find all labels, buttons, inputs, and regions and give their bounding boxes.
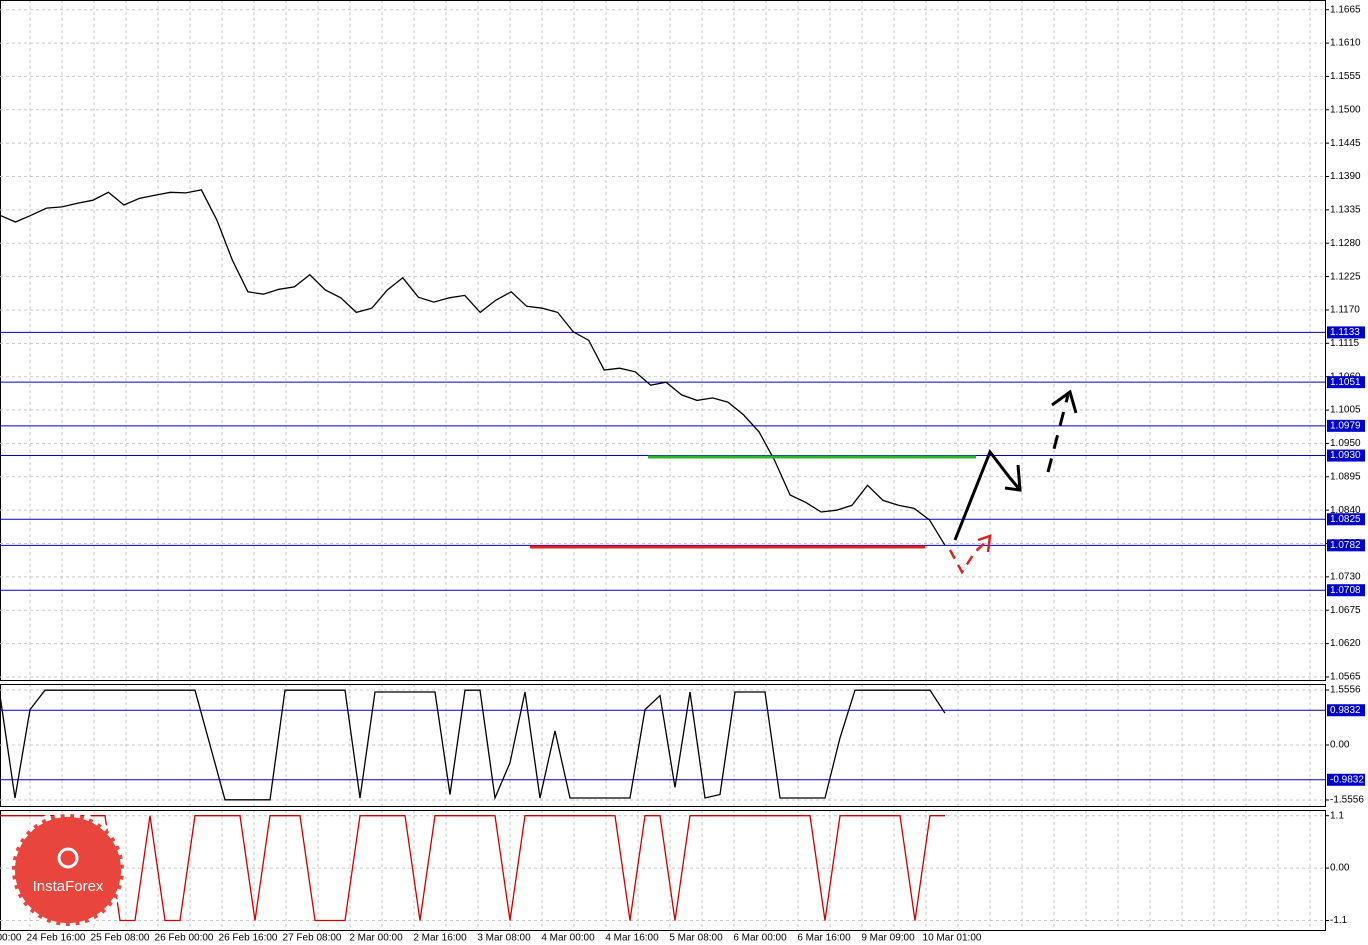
level-label-box — [1327, 584, 1365, 597]
price-line — [0, 689, 946, 801]
level-label-box — [1327, 376, 1365, 389]
panel-frame — [0, 0, 1326, 681]
level-label: 1.0782 — [1330, 540, 1361, 551]
x-tick-label: 2 Mar 00:00 — [349, 933, 403, 944]
vertical-grid — [29, 0, 1311, 930]
x-tick-label: 27 Feb 08:00 — [283, 933, 342, 944]
level-label: 1.1133 — [1330, 327, 1360, 338]
y-tick-label: 1.1 — [1330, 810, 1344, 821]
y-tick-label: 1.1390 — [1330, 171, 1361, 182]
x-tick-label: 26 Feb 00:00 — [155, 933, 214, 944]
y-tick-label: 1.1555 — [1330, 71, 1361, 82]
x-tick-label: 26 Feb 16:00 — [219, 933, 278, 944]
y-tick-label: 1.0730 — [1330, 572, 1361, 583]
y-tick-label: 1.0675 — [1330, 605, 1361, 616]
panel-frame — [0, 810, 1326, 931]
y-tick-label: -1.1 — [1330, 915, 1348, 926]
x-tick-label: 4 Mar 00:00 — [541, 933, 595, 944]
arrow-head-red — [977, 534, 992, 553]
y-tick-label: 1.5556 — [1330, 685, 1361, 696]
y-tick-label: 1.1280 — [1330, 238, 1361, 249]
level-label: 0.9832 — [1330, 705, 1361, 716]
level-label: -0.9832 — [1330, 774, 1364, 785]
price-line — [0, 815, 945, 922]
y-tick-label: 1.1610 — [1330, 38, 1361, 49]
level-label-box — [1327, 704, 1365, 717]
x-tick-label: 4 Mar 16:00 — [605, 933, 659, 944]
level-label: 1.0708 — [1330, 585, 1361, 596]
y-tick-label: 1.0950 — [1330, 438, 1361, 449]
y-tick-label: 1.1335 — [1330, 205, 1361, 216]
y-tick-label: 1.1115 — [1330, 338, 1360, 349]
level-label: 1.0930 — [1330, 450, 1361, 461]
level-label-box — [1327, 326, 1365, 339]
level-label-box — [1327, 539, 1365, 552]
dashed-arrow-head — [1051, 389, 1078, 414]
y-tick-label: 1.1225 — [1330, 271, 1361, 282]
y-tick-label: 1.0620 — [1330, 638, 1361, 649]
arrow-head — [1004, 464, 1022, 492]
y-tick-label: 0.00 — [1330, 863, 1350, 874]
y-tick-label: 1.0840 — [1330, 505, 1361, 516]
x-tick-label: 25 Feb 08:00 — [91, 933, 150, 944]
logo-badge-inner — [18, 820, 118, 920]
x-tick-label: 6 Mar 00:00 — [733, 933, 787, 944]
dashed-arrow — [1046, 394, 1070, 473]
y-tick-label: 1.0565 — [1330, 672, 1361, 683]
y-tick-label: 1.1445 — [1330, 138, 1361, 149]
x-tick-label: 24 Feb 00:00 — [0, 933, 22, 944]
logo-text: InstaForex — [33, 878, 104, 895]
price-line — [0, 189, 946, 546]
x-tick-label: 2 Mar 16:00 — [413, 933, 467, 944]
y-tick-label: 1.1500 — [1330, 104, 1361, 115]
level-label-box — [1327, 449, 1365, 462]
y-tick-label: 1.1170 — [1330, 305, 1360, 316]
y-tick-label: 1.0895 — [1330, 471, 1361, 482]
level-label: 1.0825 — [1330, 514, 1361, 525]
logo-icon — [57, 847, 79, 869]
level-label-box — [1327, 773, 1365, 786]
level-label: 1.1051 — [1330, 377, 1361, 388]
x-tick-label: 10 Mar 01:00 — [923, 933, 982, 944]
y-tick-label: 1.1665 — [1330, 4, 1361, 15]
y-tick-label: 1.1005 — [1330, 405, 1361, 416]
level-label: 1.0979 — [1330, 420, 1361, 431]
logo: InstaForex — [9, 811, 127, 929]
y-tick-label: -1.5556 — [1330, 795, 1364, 806]
arrow — [953, 448, 1022, 541]
dashed-arrow-red — [948, 537, 991, 575]
x-tick-label: 6 Mar 16:00 — [797, 933, 851, 944]
y-tick-label: 0.00 — [1330, 740, 1350, 751]
level-label-box — [1327, 513, 1365, 526]
x-tick-label: 3 Mar 08:00 — [477, 933, 531, 944]
x-tick-label: 9 Mar 09:00 — [861, 933, 915, 944]
x-tick-label: 5 Mar 08:00 — [669, 933, 723, 944]
level-label-box — [1327, 419, 1365, 432]
x-tick-label: 24 Feb 16:00 — [27, 933, 86, 944]
